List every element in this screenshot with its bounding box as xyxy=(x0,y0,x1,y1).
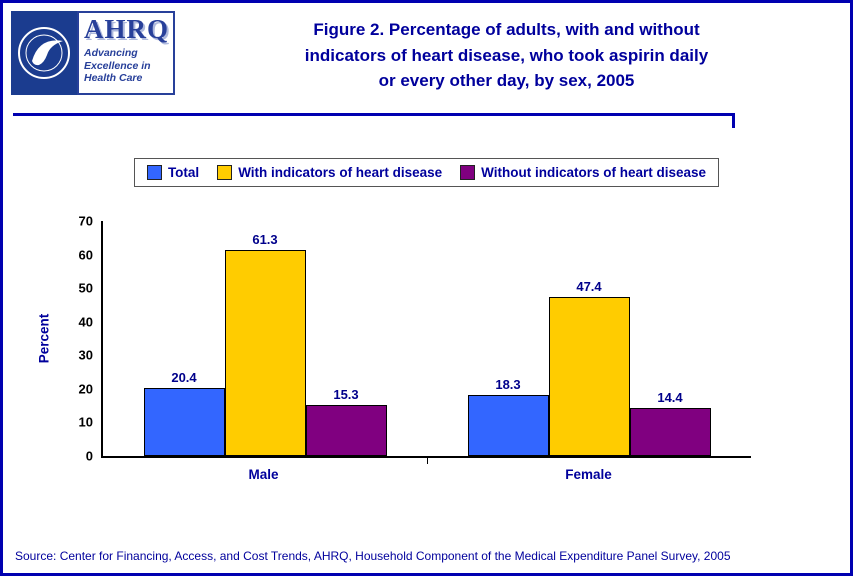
bar-female-with-indicators-of-heart-disease: 47.4 xyxy=(548,221,630,456)
legend-swatch-icon xyxy=(146,165,162,180)
bar-female-without-indicators-of-heart-disease: 14.4 xyxy=(629,221,711,456)
bar-male-with-indicators-of-heart-disease: 61.3 xyxy=(224,221,306,456)
bar-rect xyxy=(467,394,549,456)
y-axis-title: Percent xyxy=(29,221,59,456)
plot-column: 20.4 61.3 15.3 18.3 47.4 14.4 Male Female xyxy=(101,221,751,482)
ahrq-acronym: AHRQ xyxy=(84,14,169,44)
bar-group-male: 20.4 61.3 15.3 xyxy=(103,221,427,456)
bar-female-total: 18.3 xyxy=(467,221,549,456)
ahrq-tagline: Advancing Excellence in Health Care xyxy=(84,47,168,85)
bar-value-label: 61.3 xyxy=(252,232,278,248)
y-axis-title-text: Percent xyxy=(36,313,52,364)
ahrq-tagline-line: Excellence in xyxy=(84,59,151,72)
y-tick-label-20: 20 xyxy=(78,381,93,397)
y-tick-label-70: 70 xyxy=(78,213,93,229)
bar-rect xyxy=(305,404,387,456)
bar-value-label: 14.4 xyxy=(657,389,683,405)
x-axis-labels: Male Female xyxy=(101,467,751,482)
figure-title-line: or every other day, by sex, 2005 xyxy=(378,71,635,90)
bar-male-total: 20.4 xyxy=(143,221,225,456)
logo-block: AHRQ Advancing Excellence in Health Care xyxy=(11,11,175,95)
bar-rect xyxy=(224,250,306,456)
plot-area: 20.4 61.3 15.3 18.3 47.4 14.4 xyxy=(101,221,751,464)
ahrq-tagline-line: Advancing xyxy=(84,47,138,59)
bar-group-female: 18.3 47.4 14.4 xyxy=(427,221,751,456)
bar-value-label: 15.3 xyxy=(333,386,359,402)
y-axis-tick-labels: 0 10 20 30 40 50 60 70 xyxy=(59,214,101,464)
y-tick-label-30: 30 xyxy=(78,347,93,363)
legend-label: With indicators of heart disease xyxy=(238,165,443,180)
header-divider xyxy=(13,113,735,128)
legend-wrap: Total With indicators of heart disease Wit… xyxy=(3,158,850,187)
hhs-seal-icon xyxy=(11,11,77,95)
y-tick-label-10: 10 xyxy=(78,414,93,430)
legend-label: Total xyxy=(167,165,200,180)
legend-item-0: Total xyxy=(146,165,200,180)
ahrq-logo: AHRQ Advancing Excellence in Health Care xyxy=(77,11,175,95)
figure-title: Figure 2. Percentage of adults, with and… xyxy=(175,11,838,94)
header: AHRQ Advancing Excellence in Health Care… xyxy=(3,3,850,101)
bar-value-label: 18.3 xyxy=(495,376,521,392)
x-label-male: Male xyxy=(248,467,279,482)
x-label-female: Female xyxy=(565,467,612,482)
figure-title-line: indicators of heart disease, who took as… xyxy=(304,45,709,65)
legend-swatch-icon xyxy=(217,165,233,180)
bar-value-label: 20.4 xyxy=(171,369,197,385)
legend: Total With indicators of heart disease Wit… xyxy=(133,158,720,187)
source-note: Source: Center for Financing, Access, an… xyxy=(15,549,731,563)
bar-rect xyxy=(143,387,225,456)
legend-item-2: Without indicators of heart disease xyxy=(460,165,706,180)
bar-rect xyxy=(629,407,711,456)
legend-item-1: With indicators of heart disease xyxy=(217,165,442,180)
bar-rect xyxy=(548,296,630,456)
y-tick-label-40: 40 xyxy=(78,314,93,330)
bar-male-without-indicators-of-heart-disease: 15.3 xyxy=(305,221,387,456)
chart: Percent 0 10 20 30 40 50 60 70 20.4 61.3 15.3 18.3… xyxy=(29,214,850,482)
figure-title-line: Figure 2. Percentage of adults, with and… xyxy=(313,20,700,39)
ahrq-tagline-line: Health Care xyxy=(84,72,143,85)
y-tick-label-0: 0 xyxy=(85,448,93,464)
y-tick-label-50: 50 xyxy=(78,280,93,296)
legend-swatch-icon xyxy=(460,165,476,180)
legend-label: Without indicators of heart disease xyxy=(481,165,707,180)
bar-value-label: 47.4 xyxy=(576,278,602,294)
y-tick-label-60: 60 xyxy=(78,247,93,263)
